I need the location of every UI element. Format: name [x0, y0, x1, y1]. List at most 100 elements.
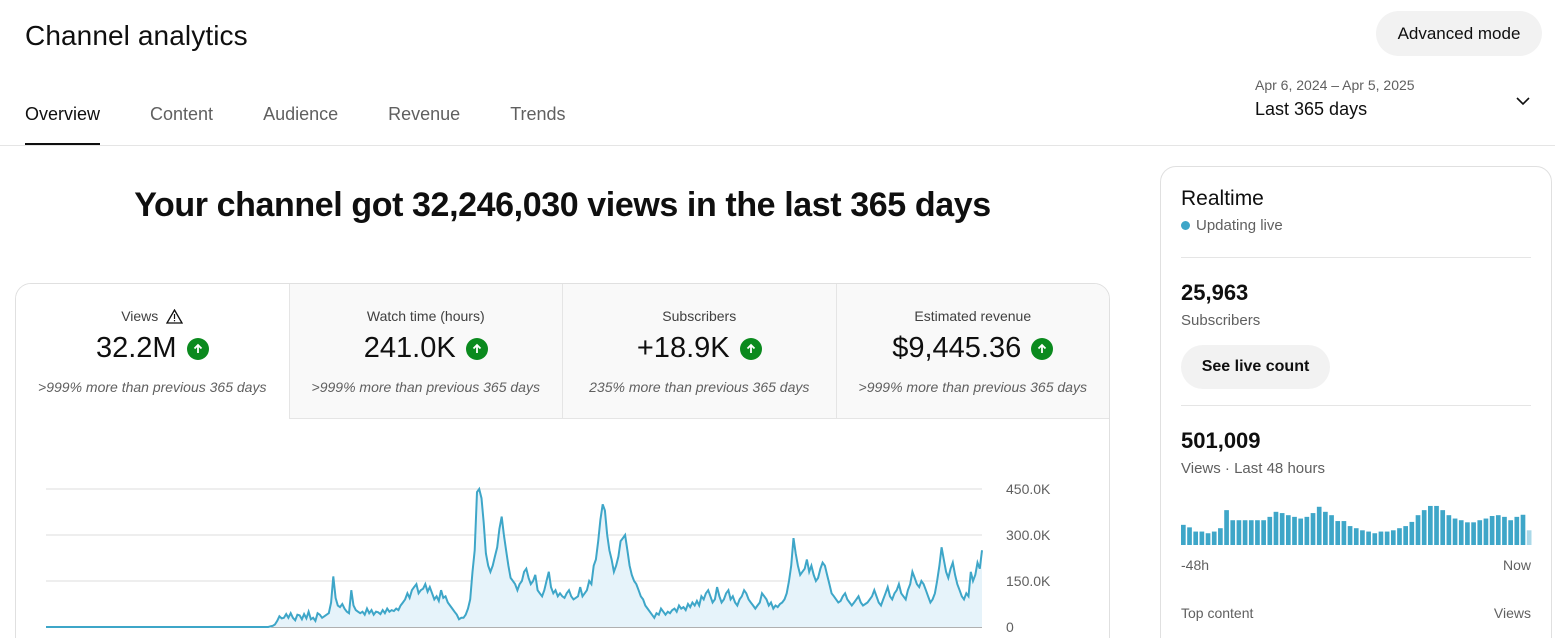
metric-label: Watch time (hours) — [366, 308, 485, 324]
y-tick-label: 150.0K — [1006, 573, 1051, 589]
realtime-bar — [1199, 531, 1205, 545]
realtime-views-value: 501,009 — [1181, 428, 1261, 453]
tab-trends[interactable]: Trends — [510, 104, 566, 124]
views-headline: Your channel got 32,246,030 views in the… — [134, 186, 991, 224]
realtime-bar — [1403, 526, 1408, 545]
metric-value: +18.9K — [636, 332, 730, 364]
metric-value: $9,445.36 — [892, 332, 1022, 364]
realtime-bar — [1397, 528, 1402, 545]
realtime-bar — [1329, 515, 1334, 545]
date-range-picker[interactable]: Apr 6, 2024 – Apr 5, 2025 Last 365 days — [1255, 77, 1535, 127]
realtime-bar — [1341, 521, 1347, 545]
realtime-bar — [1495, 515, 1501, 545]
realtime-bar — [1366, 531, 1371, 545]
realtime-bar — [1353, 528, 1359, 545]
realtime-bar — [1298, 518, 1304, 545]
arrow-up-icon — [465, 337, 488, 360]
realtime-bar — [1248, 520, 1254, 545]
tab-bar: Overview Content Audience Revenue Trends — [25, 104, 616, 146]
top-content-label: Top content — [1181, 605, 1254, 621]
realtime-bar — [1360, 530, 1365, 545]
realtime-bar — [1434, 505, 1439, 545]
tab-content[interactable]: Content — [150, 104, 214, 124]
realtime-bar — [1378, 531, 1384, 545]
metric-estimated-revenue[interactable]: Estimated revenue $9,445.36 >999% more t… — [835, 284, 1110, 419]
realtime-bar — [1218, 528, 1223, 545]
realtime-bar — [1446, 515, 1452, 545]
realtime-bar — [1508, 520, 1513, 545]
y-tick-label: 450.0K — [1006, 481, 1051, 497]
metric-value-row: $9,445.36 — [837, 332, 1110, 365]
realtime-bar — [1273, 511, 1279, 545]
tab-audience[interactable]: Audience — [263, 104, 339, 124]
metric-delta: 235% more than previous 365 days — [589, 379, 810, 395]
realtime-bar — [1323, 511, 1328, 545]
metric-watch-time[interactable]: Watch time (hours) 241.0K >999% more tha… — [288, 284, 563, 419]
realtime-bar — [1440, 510, 1446, 545]
realtime-bar — [1335, 521, 1341, 545]
metric-label: Views — [121, 308, 159, 324]
realtime-bar — [1452, 518, 1458, 545]
realtime-bar — [1292, 516, 1297, 545]
realtime-bar — [1477, 520, 1483, 545]
live-status-text: Updating live — [1196, 217, 1283, 234]
realtime-card: Realtime Updating live 25,963 Subscriber… — [1160, 166, 1552, 638]
warning-icon — [166, 308, 184, 324]
realtime-bar — [1224, 510, 1229, 545]
metric-delta: >999% more than previous 365 days — [858, 379, 1087, 395]
y-tick-label: 0 — [1006, 619, 1014, 635]
divider — [1181, 257, 1531, 258]
realtime-subscribers-label: Subscribers — [1181, 312, 1261, 329]
realtime-bar — [1187, 527, 1192, 545]
realtime-axis-end: Now — [1502, 557, 1531, 573]
overview-card: Views 32.2M >999% more than previous 365… — [15, 283, 1110, 638]
metric-label: Subscribers — [662, 308, 737, 324]
metric-views[interactable]: Views 32.2M >999% more than previous 365… — [16, 284, 289, 419]
metric-value-row: 32.2M — [16, 332, 289, 365]
realtime-bar — [1471, 522, 1476, 545]
top-content-views-label: Views — [1493, 605, 1531, 621]
realtime-bar — [1193, 531, 1199, 545]
page-title: Channel analytics — [25, 20, 248, 51]
tab-revenue[interactable]: Revenue — [388, 104, 461, 124]
metric-delta: >999% more than previous 365 days — [38, 379, 267, 395]
realtime-bar — [1409, 521, 1415, 545]
see-live-count-button[interactable]: See live count — [1181, 345, 1330, 389]
realtime-bar — [1285, 515, 1291, 545]
metric-subscribers[interactable]: Subscribers +18.9K 235% more than previo… — [562, 284, 836, 419]
realtime-bar — [1390, 530, 1396, 545]
realtime-bar — [1465, 522, 1470, 545]
tab-overview[interactable]: Overview — [25, 104, 101, 146]
metric-value-row: 241.0K — [290, 332, 563, 365]
realtime-bar — [1236, 520, 1242, 545]
views-area — [46, 489, 982, 627]
realtime-bar — [1526, 530, 1532, 545]
realtime-subscribers-value: 25,963 — [1181, 280, 1249, 305]
metric-value-row: +18.9K — [563, 332, 836, 365]
realtime-bar — [1502, 516, 1507, 545]
realtime-bar — [1415, 515, 1421, 545]
metric-value: 241.0K — [363, 332, 456, 364]
realtime-bar — [1267, 516, 1273, 545]
realtime-bar — [1205, 533, 1211, 545]
live-dot-icon — [1181, 221, 1190, 230]
realtime-bar — [1242, 520, 1248, 545]
realtime-bar — [1458, 520, 1464, 545]
arrow-up-icon — [186, 337, 209, 360]
views-chart: 0 150.0K 300.0K 450.0K — [46, 481, 1051, 635]
realtime-bar — [1310, 513, 1316, 545]
realtime-bar — [1514, 516, 1520, 545]
metric-label: Estimated revenue — [914, 308, 1032, 324]
arrow-up-icon — [1031, 337, 1054, 360]
realtime-bar — [1384, 531, 1390, 545]
realtime-bar — [1483, 518, 1489, 545]
tab-divider — [0, 145, 1555, 146]
chevron-down-icon — [1516, 97, 1530, 106]
realtime-bar — [1428, 505, 1433, 545]
realtime-bar — [1304, 516, 1310, 545]
arrow-up-icon — [739, 337, 762, 360]
realtime-bar — [1520, 514, 1526, 545]
advanced-mode-button[interactable]: Advanced mode — [1376, 11, 1542, 56]
views-line — [46, 486, 983, 628]
realtime-bar — [1421, 510, 1427, 545]
